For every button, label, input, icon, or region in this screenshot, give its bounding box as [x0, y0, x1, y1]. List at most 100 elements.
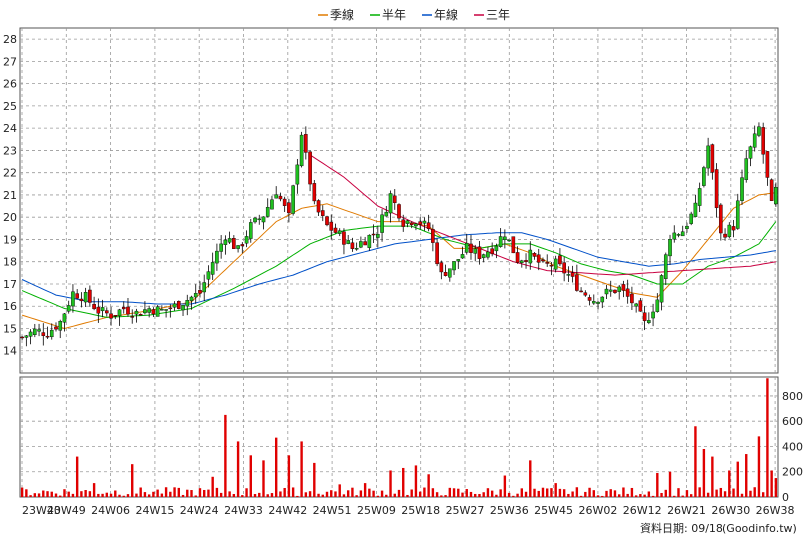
- candle-body: [659, 275, 664, 303]
- candle-body: [744, 158, 749, 180]
- candle-body: [481, 254, 486, 259]
- volume-bar: [651, 495, 655, 497]
- candle-body: [37, 329, 41, 332]
- volume-bar: [634, 495, 638, 497]
- volume-bar: [228, 491, 231, 497]
- volume-bar: [626, 493, 629, 497]
- price-tick-label: 17: [3, 278, 17, 291]
- candle-body: [642, 312, 647, 322]
- volume-bar: [643, 494, 646, 497]
- volume-bar: [571, 491, 574, 497]
- volume-tick-label: 200: [782, 466, 803, 479]
- footer-source: (Goodinfo.tw): [722, 522, 797, 535]
- volume-bar: [177, 487, 180, 497]
- volume-bar: [232, 494, 236, 497]
- volume-bar: [681, 495, 684, 497]
- candle-body: [202, 282, 207, 293]
- volume-bar: [745, 454, 748, 497]
- candle-body: [130, 316, 135, 318]
- volume-bar: [469, 491, 473, 497]
- volume-bar: [702, 449, 706, 497]
- volume-bar: [541, 487, 545, 497]
- candle-body: [384, 211, 389, 217]
- candle-body: [460, 254, 465, 259]
- volume-bar: [605, 490, 608, 497]
- volume-bar: [224, 414, 227, 497]
- candle-body: [765, 151, 770, 178]
- volume-bar: [300, 441, 303, 497]
- price-tick-label: 16: [3, 300, 17, 313]
- candle-body: [257, 218, 262, 221]
- candle-body: [668, 239, 672, 257]
- candle-body: [524, 260, 528, 262]
- volume-bar: [647, 491, 651, 497]
- volume-bar: [385, 494, 388, 497]
- volume-bar: [355, 495, 358, 497]
- candle-body: [469, 243, 473, 253]
- candle-body: [558, 255, 562, 265]
- candle-body: [693, 202, 698, 217]
- candle-body: [680, 231, 685, 237]
- x-tick-label: 24W42: [268, 504, 307, 517]
- volume-bar: [351, 487, 354, 497]
- candle-body: [774, 187, 778, 205]
- volume-bar: [414, 465, 418, 497]
- volume-bar: [33, 493, 37, 497]
- volume-bar: [673, 495, 676, 497]
- volume-tick-label: 0: [782, 491, 789, 504]
- volume-bar: [630, 487, 634, 497]
- volume-bar: [736, 461, 739, 497]
- candle-body: [761, 127, 765, 155]
- volume-bar: [42, 490, 45, 497]
- volume-bar: [431, 488, 435, 497]
- x-tick-label: 26W30: [711, 504, 750, 517]
- candle-body: [189, 296, 194, 301]
- volume-bar: [46, 491, 49, 497]
- legend-label-2: 半年: [382, 8, 406, 22]
- volume-bar: [25, 489, 28, 497]
- candle-body: [261, 216, 266, 223]
- x-tick-label: 24W33: [224, 504, 263, 517]
- ma-line-3: [21, 232, 776, 305]
- candle-body: [295, 164, 300, 185]
- candle-body: [575, 274, 579, 291]
- volume-bar: [346, 490, 350, 497]
- volume-bar: [397, 489, 401, 497]
- volume-bar: [478, 493, 481, 497]
- candle-body: [740, 177, 744, 201]
- volume-bar: [592, 490, 595, 497]
- volume-bar: [757, 436, 761, 497]
- volume-bar: [711, 456, 714, 497]
- candle-body: [109, 313, 113, 319]
- volume-bar: [550, 488, 553, 497]
- candle-body: [227, 238, 232, 243]
- price-grid: [20, 28, 778, 373]
- volume-bar: [656, 473, 659, 497]
- volume-bar: [537, 490, 540, 497]
- candle-body: [79, 298, 84, 302]
- x-tick-label: 25W09: [357, 504, 396, 517]
- candle-body: [587, 297, 592, 301]
- candle-body: [392, 195, 397, 203]
- volume-bar: [342, 494, 346, 497]
- candle-body: [617, 286, 622, 292]
- volume-bar: [698, 487, 701, 497]
- candle-body: [248, 222, 253, 239]
- volume-bar: [372, 490, 375, 497]
- volume-bar: [304, 492, 308, 497]
- volume-bar: [668, 471, 672, 497]
- volume-bar: [533, 488, 536, 497]
- candle-body: [215, 250, 219, 264]
- candle-body: [253, 217, 257, 223]
- volume-bar: [427, 474, 430, 497]
- candle-body: [702, 167, 706, 186]
- volume-bar: [380, 490, 384, 497]
- candle-body: [126, 306, 130, 315]
- candle-body: [426, 222, 431, 229]
- volume-bar: [761, 492, 765, 497]
- candle-body: [376, 234, 380, 238]
- volume-bar: [37, 493, 41, 497]
- candle-body: [287, 202, 291, 214]
- candle-body: [54, 326, 58, 330]
- candle-body: [346, 240, 350, 244]
